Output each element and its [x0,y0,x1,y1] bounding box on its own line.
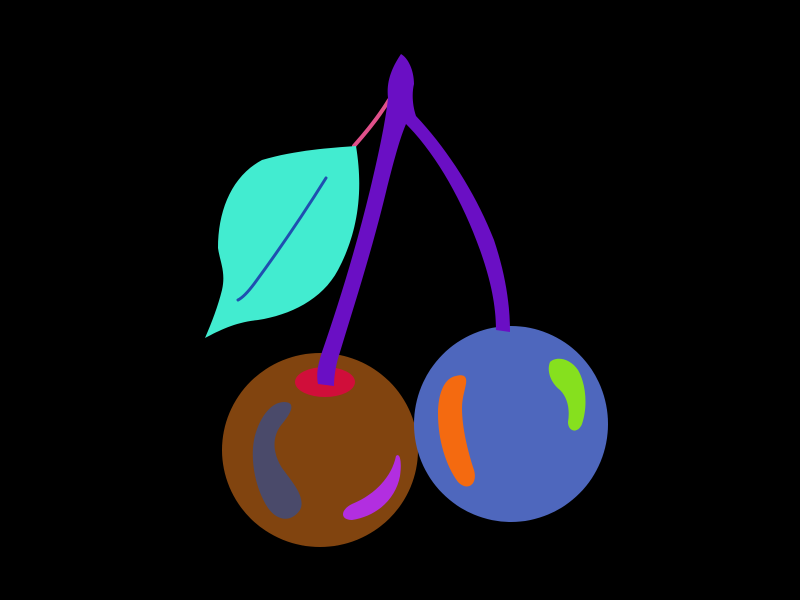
leaf-vein [236,176,328,302]
brown-cherry-highlight-small [343,455,401,520]
blue-cherry-icon [414,326,608,522]
cherry-stem [317,54,510,386]
cherry-stem-icon [317,54,510,386]
leaf-stalk [352,98,391,148]
leaf-blade [205,146,360,338]
blue-cherry-highlight-orange [438,375,475,487]
blue-cherry-highlight-green [548,358,586,431]
brown-cherry-highlight-large [252,402,302,519]
leaf-icon [205,146,360,338]
brown-cherry-icon [222,353,418,547]
